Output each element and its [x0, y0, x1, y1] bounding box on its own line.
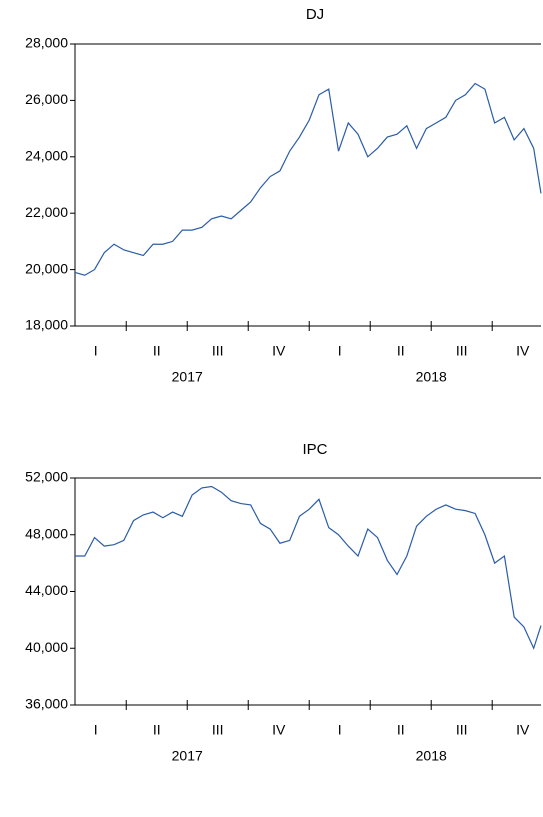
- x-tick-label: IV: [272, 343, 286, 359]
- x-tick-label: II: [153, 722, 161, 738]
- line: [74, 82, 542, 276]
- x-tick-label: I: [338, 722, 342, 738]
- x-tick-label: II: [397, 722, 405, 738]
- x-tick-label: III: [456, 343, 468, 359]
- y-tick-label: 40,000: [25, 639, 68, 655]
- x-tick-label: IV: [272, 722, 286, 738]
- x-year-label: 2018: [416, 369, 447, 385]
- x-tick-label: I: [338, 343, 342, 359]
- y-tick-label: 26,000: [25, 91, 68, 107]
- y-tick-label: 24,000: [25, 148, 68, 164]
- y-tick-label: 48,000: [25, 525, 68, 541]
- x-year-label: 2017: [172, 748, 203, 764]
- y-tick-label: 44,000: [25, 582, 68, 598]
- y-tick-label: 52,000: [25, 469, 68, 485]
- y-tick-label: 28,000: [25, 35, 68, 51]
- x-tick-label: I: [94, 343, 98, 359]
- y-tick-label: 18,000: [25, 317, 68, 333]
- y-tick-label: 36,000: [25, 696, 68, 712]
- x-year-label: 2017: [172, 369, 203, 385]
- x-tick-label: III: [456, 722, 468, 738]
- x-year-label: 2018: [416, 748, 447, 764]
- line: [75, 485, 542, 650]
- x-tick-label: I: [94, 722, 98, 738]
- x-tick-label: III: [212, 722, 224, 738]
- x-tick-label: III: [212, 343, 224, 359]
- x-tick-label: IV: [516, 722, 530, 738]
- y-tick-label: 22,000: [25, 204, 68, 220]
- chart-title: IPC: [302, 441, 327, 458]
- chart-title: DJ: [306, 6, 324, 23]
- x-tick-label: II: [153, 343, 161, 359]
- y-tick-label: 20,000: [25, 260, 68, 276]
- x-tick-label: IV: [516, 343, 530, 359]
- x-tick-label: II: [397, 343, 405, 359]
